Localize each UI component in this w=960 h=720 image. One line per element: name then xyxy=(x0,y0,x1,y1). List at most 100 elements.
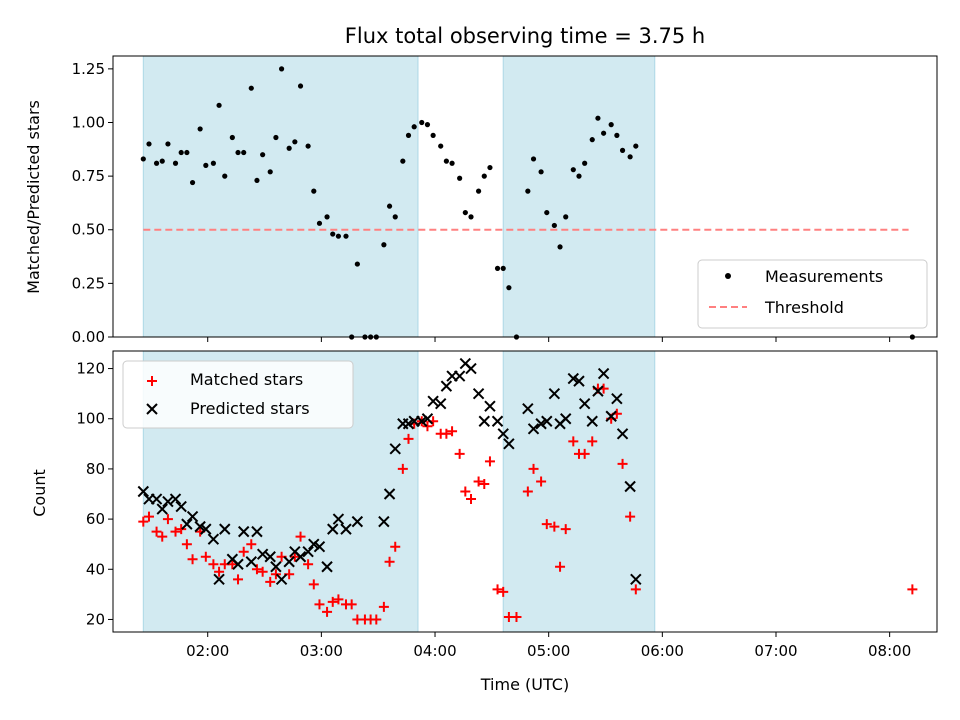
predicted-point xyxy=(421,413,434,425)
predicted-point xyxy=(548,387,561,400)
matched-point xyxy=(498,586,509,597)
matched-point xyxy=(333,594,344,605)
x-tick-label: 05:00 xyxy=(527,642,570,660)
matched-point xyxy=(170,526,181,537)
measurement-point xyxy=(311,188,317,194)
matched-point xyxy=(484,456,495,467)
predicted-point xyxy=(503,438,515,450)
x-tick-label: 04:00 xyxy=(413,642,456,660)
measurement-point xyxy=(254,177,260,184)
matched-point xyxy=(541,519,552,530)
matched-point xyxy=(162,514,173,525)
x-tick-label: 08:00 xyxy=(868,642,911,660)
predicted-point xyxy=(402,418,415,430)
matched-point xyxy=(238,546,249,557)
measurement-point xyxy=(438,143,444,149)
matched-point xyxy=(625,511,636,522)
measurement-point xyxy=(633,143,639,149)
bottom-axes-frame xyxy=(112,350,938,633)
matched-point xyxy=(422,421,433,432)
predicted-stars-series xyxy=(137,357,642,586)
top-x-ticks xyxy=(207,337,891,342)
measurement-point xyxy=(159,158,165,164)
measurement-point xyxy=(619,147,626,153)
measurement-point xyxy=(140,156,146,162)
matched-point xyxy=(390,541,401,552)
predicted-point xyxy=(497,428,509,440)
y-tick-label: 0.25 xyxy=(72,274,105,292)
top-axes-frame xyxy=(112,55,938,338)
y-tick-label: 1.00 xyxy=(72,113,105,131)
matched-point xyxy=(257,566,268,577)
matched-point xyxy=(314,599,325,610)
matched-point xyxy=(181,539,192,550)
measurement-point xyxy=(222,173,228,179)
predicted-point xyxy=(427,395,439,407)
y-tick-label: 0.50 xyxy=(72,221,105,239)
predicted-point xyxy=(605,410,617,422)
measurement-point xyxy=(330,231,336,237)
measurement-point xyxy=(530,156,537,162)
matched-point xyxy=(214,566,225,577)
bottom-y-axis-label: Count xyxy=(30,469,49,517)
measurement-point xyxy=(589,137,595,143)
measurement-point xyxy=(381,242,387,248)
predicted-point xyxy=(484,400,496,412)
x-tick-label: 06:00 xyxy=(641,642,684,660)
matched-point xyxy=(587,436,598,447)
predicted-point xyxy=(573,375,585,387)
top-legend: Measurements Threshold xyxy=(697,259,928,329)
predicted-point xyxy=(245,556,257,568)
matched-point xyxy=(378,601,389,612)
predicted-point xyxy=(275,573,288,586)
measurement-point xyxy=(601,130,607,136)
matched-point xyxy=(346,599,357,610)
y-tick-label: 60 xyxy=(86,510,105,528)
top-legend-box xyxy=(697,259,928,329)
predicted-point xyxy=(522,402,534,415)
matched-point xyxy=(617,458,628,469)
predicted-point xyxy=(251,525,263,538)
predicted-point xyxy=(332,513,345,525)
predicted-point xyxy=(200,523,212,535)
shaded-interval xyxy=(502,55,656,338)
bottom-legend: Matched stars Predicted stars xyxy=(122,360,354,429)
matched-point xyxy=(270,569,281,580)
predicted-point xyxy=(181,518,193,530)
matched-point xyxy=(479,478,490,489)
matched-point xyxy=(265,576,276,587)
legend-threshold-label: Threshold xyxy=(764,298,844,317)
matched-point xyxy=(327,596,338,607)
predicted-point xyxy=(541,415,553,427)
predicted-point xyxy=(453,370,466,382)
predicted-point xyxy=(156,503,168,515)
matched-point xyxy=(208,559,219,570)
predicted-point xyxy=(232,558,244,570)
matched-point xyxy=(441,428,452,439)
measurement-point xyxy=(608,122,614,128)
predicted-point xyxy=(137,485,150,498)
predicted-point xyxy=(294,551,307,563)
measurement-point xyxy=(203,162,209,168)
legend-measurements-label: Measurements xyxy=(765,267,883,286)
matched-point xyxy=(233,574,244,585)
matched-point xyxy=(308,579,319,590)
measurement-point xyxy=(278,66,285,72)
predicted-point xyxy=(535,418,547,430)
predicted-point xyxy=(194,520,206,533)
y-tick-label: 40 xyxy=(86,560,105,578)
predicted-point xyxy=(586,415,598,427)
measurement-point xyxy=(614,132,620,138)
matched-point xyxy=(384,556,395,567)
y-tick-label: 80 xyxy=(86,460,105,478)
predicted-point xyxy=(416,415,428,427)
measurement-point xyxy=(411,124,417,130)
measurement-point xyxy=(551,222,557,229)
predicted-point xyxy=(560,413,572,425)
legend-predicted-label: Predicted stars xyxy=(190,399,310,418)
predicted-point xyxy=(567,372,580,385)
bottom-legend-box xyxy=(122,360,354,429)
measurement-point xyxy=(430,132,436,138)
measurement-point xyxy=(248,85,254,91)
predicted-point xyxy=(440,380,453,392)
